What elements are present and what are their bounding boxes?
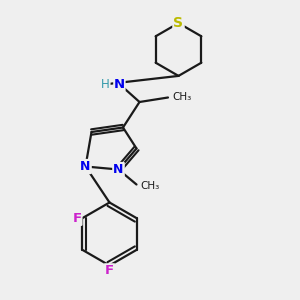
Text: CH₃: CH₃	[140, 181, 159, 191]
Text: N: N	[114, 77, 125, 91]
Text: N: N	[80, 160, 91, 173]
Text: H: H	[101, 77, 110, 91]
Text: N: N	[113, 163, 124, 176]
Text: CH₃: CH₃	[172, 92, 191, 102]
Text: F: F	[72, 212, 81, 225]
Text: F: F	[105, 264, 114, 278]
Text: S: S	[173, 16, 184, 30]
